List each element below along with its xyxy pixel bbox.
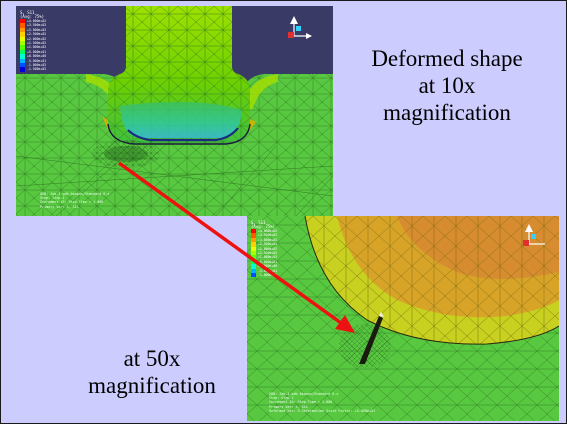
fe-mesh-10x xyxy=(16,6,333,216)
axis-triad-icon xyxy=(523,224,545,246)
legend-swatches xyxy=(20,19,25,72)
caption-line: magnification xyxy=(88,373,216,398)
fe-view-10x: S, S11 (Avg: 75%) +4.000e+02 +3.500e+02 … xyxy=(16,6,333,216)
caption-line: at 50x xyxy=(123,346,181,371)
legend-values: +4.000e+02 +3.500e+02 +3.000e+02 +2.500e… xyxy=(27,19,47,72)
legend-title: S, S11 xyxy=(20,10,35,15)
axis-triad-icon xyxy=(288,16,312,39)
fe-mesh-50x xyxy=(247,216,559,421)
caption-50x: at 50x magnification xyxy=(67,345,237,399)
caption-line: at 10x xyxy=(418,73,476,98)
legend-subtitle: (Avg: 75%) xyxy=(20,14,45,19)
caption-line: Deformed shape xyxy=(371,46,523,71)
caption-deformed-10x: Deformed shape at 10x magnification xyxy=(337,45,557,126)
contour-legend: S, S11 (Avg: 75%) +4.000e+02 +3.500e+02 … xyxy=(251,220,291,278)
legend-swatches xyxy=(251,229,256,278)
view-footer-info: ODB: Job-1.odb Abaqus/Standard 6.x Step:… xyxy=(40,192,110,209)
caption-line: magnification xyxy=(383,100,511,125)
legend-values: +4.000e+02 +3.500e+02 +3.000e+02 +2.500e… xyxy=(258,229,278,278)
view-footer-info: ODB: Job-1.odb Abaqus/Standard 6.x Step:… xyxy=(269,392,376,413)
contour-legend: S, S11 (Avg: 75%) +4.000e+02 +3.500e+02 … xyxy=(20,10,58,72)
fe-view-50x: S, S11 (Avg: 75%) +4.000e+02 +3.500e+02 … xyxy=(247,216,559,421)
